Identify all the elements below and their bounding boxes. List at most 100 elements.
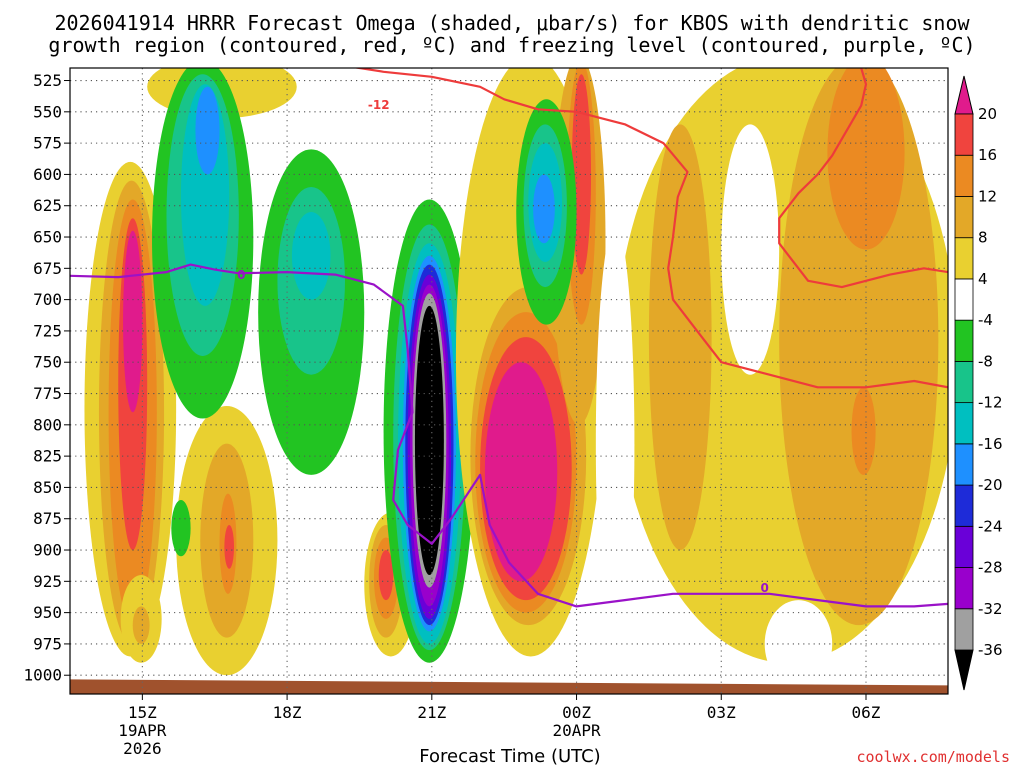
y-tick-label: 1000 bbox=[23, 666, 62, 685]
freezing-level-line bbox=[70, 263, 948, 608]
y-tick-label: 875 bbox=[33, 509, 62, 528]
colorbar-label: -12 bbox=[978, 394, 1003, 412]
omega-weak-gap bbox=[595, 224, 635, 663]
plot-frame bbox=[69, 67, 949, 695]
colorbar-segment bbox=[954, 237, 974, 280]
omega-fill-w12 bbox=[851, 387, 876, 475]
colorbar-segment bbox=[954, 319, 974, 362]
omega-feature-right-body bbox=[615, 68, 948, 663]
dgz-contour-label: -12 bbox=[368, 98, 390, 112]
omega-fill-n16 bbox=[195, 86, 220, 175]
y-tick-label: 825 bbox=[33, 447, 62, 466]
x-tick-label: 03Z bbox=[707, 703, 736, 722]
y-tick-label: 700 bbox=[33, 290, 62, 309]
x-tick-label: 00Z bbox=[562, 703, 591, 722]
colorbar-label: 16 bbox=[978, 146, 997, 164]
omega-fill-w8 bbox=[779, 68, 939, 626]
colorbar-label: 8 bbox=[978, 229, 988, 247]
x-axis-title: Forecast Time (UTC) bbox=[419, 746, 600, 767]
omega-feature-neg-1530z bbox=[152, 68, 254, 419]
colorbar-label: -16 bbox=[978, 435, 1003, 453]
omega-fill-w16 bbox=[378, 550, 394, 601]
omega-fill-w20 bbox=[484, 362, 558, 582]
contours: -12 0 0 bbox=[70, 68, 948, 608]
omega-fill-w20 bbox=[123, 230, 143, 413]
y-tick-label: 600 bbox=[33, 165, 62, 184]
colorbar-label: 12 bbox=[978, 187, 997, 205]
ground-terrain bbox=[70, 679, 948, 694]
colorbar-segment bbox=[954, 402, 974, 445]
y-tick-label: 525 bbox=[33, 71, 62, 90]
freezing-level-label-right: 0 bbox=[761, 581, 769, 595]
y-tick-label: 650 bbox=[33, 228, 62, 247]
colorbar-segment bbox=[954, 567, 974, 610]
x-tick-label: 15Z bbox=[128, 703, 157, 722]
colorbar: -36 -32 -28 -24 -20 -16 -12 -8 -4 4 8 12 16 20 bbox=[954, 75, 1003, 691]
colorbar-label: -20 bbox=[978, 476, 1003, 494]
omega-fill-n12 bbox=[291, 211, 331, 300]
omega-feature-low-15z bbox=[120, 575, 162, 663]
y-tick-label: 575 bbox=[33, 134, 62, 153]
y-tick-label: 800 bbox=[33, 415, 62, 434]
y-tick-label: 550 bbox=[33, 102, 62, 121]
omega-shading bbox=[84, 68, 948, 688]
y-axis: 525 550 575 600 625 650 675 700 725 750 775 800 825 8… bbox=[23, 71, 70, 685]
x-tick-year: 2026 bbox=[123, 739, 162, 758]
omega-weak-gap bbox=[721, 124, 780, 375]
x-tick-date: 19APR bbox=[118, 721, 167, 740]
colorbar-segment bbox=[954, 484, 974, 527]
y-tick-label: 925 bbox=[33, 572, 62, 591]
chart-title-line-1: 2026041914 HRRR Forecast Omega (shaded, … bbox=[54, 11, 970, 35]
omega-fill-n16 bbox=[533, 174, 555, 244]
omega-fill-n36 bbox=[414, 305, 444, 576]
y-tick-label: 850 bbox=[33, 478, 62, 497]
x-tick-label: 06Z bbox=[852, 703, 881, 722]
credit-text: coolwx.com/models bbox=[856, 748, 1010, 766]
colorbar-label: -24 bbox=[978, 517, 1003, 535]
colorbar-segment bbox=[954, 360, 974, 404]
y-tick-label: 775 bbox=[33, 384, 62, 403]
x-tick-label: 21Z bbox=[417, 703, 446, 722]
omega-feature-low-17z bbox=[176, 406, 278, 676]
dgz-contour-line bbox=[352, 68, 948, 389]
y-tick-label: 975 bbox=[33, 634, 62, 653]
colorbar-segment bbox=[954, 113, 974, 156]
omega-feature-core-21z bbox=[383, 199, 476, 663]
omega-fill-w8 bbox=[648, 124, 712, 551]
x-tick-label: 18Z bbox=[273, 703, 302, 722]
omega-fill-w12 bbox=[827, 68, 905, 250]
y-tick-label: 625 bbox=[33, 196, 62, 215]
omega-feature-neg-2330z bbox=[516, 99, 577, 325]
colorbar-label: -36 bbox=[978, 641, 1003, 659]
colorbar-segment bbox=[954, 278, 974, 321]
colorbar-label: 20 bbox=[978, 105, 997, 123]
colorbar-segment bbox=[954, 443, 974, 486]
omega-fill-w16 bbox=[224, 524, 235, 569]
omega-fill-w8 bbox=[132, 606, 150, 644]
colorbar-segment bbox=[954, 608, 974, 651]
y-tick-label: 725 bbox=[33, 321, 62, 340]
omega-feature-neg-small-16z bbox=[171, 499, 191, 557]
colorbar-min-triangle bbox=[954, 649, 974, 691]
chart-title-line-2: growth region (contoured, red, ºC) and f… bbox=[48, 33, 975, 57]
x-tick-date: 20APR bbox=[552, 721, 601, 740]
dgz-contour-line bbox=[778, 68, 948, 289]
omega-fill-n4 bbox=[171, 499, 191, 557]
colorbar-segment bbox=[954, 196, 974, 239]
y-tick-label: 675 bbox=[33, 259, 62, 278]
freezing-level-label: 0 bbox=[237, 268, 245, 282]
colorbar-segment bbox=[954, 525, 974, 568]
y-tick-label: 900 bbox=[33, 541, 62, 560]
colorbar-segment bbox=[954, 154, 974, 197]
y-tick-label: 750 bbox=[33, 353, 62, 372]
gridlines bbox=[70, 68, 948, 694]
colorbar-label: -28 bbox=[978, 559, 1003, 577]
colorbar-label: -32 bbox=[978, 600, 1003, 618]
surface-terrain-band bbox=[70, 679, 948, 694]
y-tick-label: 950 bbox=[33, 603, 62, 622]
omega-feature-neg-19z bbox=[258, 149, 365, 475]
colorbar-label: -8 bbox=[978, 352, 993, 370]
colorbar-label: 4 bbox=[978, 270, 988, 288]
